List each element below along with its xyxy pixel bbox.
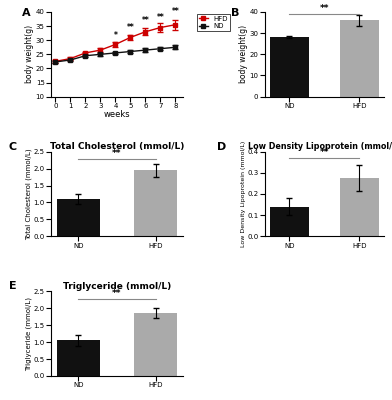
Bar [340,20,379,97]
X-axis label: weeks: weeks [103,110,130,119]
Bar [134,170,177,236]
Text: **: ** [127,23,134,32]
Bar [134,313,177,376]
Y-axis label: Total Cholesterol (mmol/L): Total Cholesterol (mmol/L) [25,148,32,240]
Text: **: ** [320,4,329,14]
Bar [270,207,309,236]
Text: **: ** [112,149,122,158]
Text: **: ** [112,289,122,298]
Bar [57,199,100,236]
Text: A: A [22,8,31,18]
Title: Triglyceride (mmol/L): Triglyceride (mmol/L) [63,282,171,290]
Text: **: ** [172,7,180,16]
Y-axis label: body weight(g): body weight(g) [25,25,34,83]
Text: **: ** [142,16,149,25]
Bar [340,178,379,236]
Y-axis label: Low Density Lipoprotein (mmol/L): Low Density Lipoprotein (mmol/L) [241,141,246,247]
Y-axis label: body weight(g): body weight(g) [239,25,248,83]
Text: E: E [9,281,16,291]
Text: **: ** [156,13,164,22]
Y-axis label: Triglyceride (mmol/L): Triglyceride (mmol/L) [25,297,32,371]
Text: D: D [217,142,226,152]
Legend: HFD, ND: HFD, ND [197,14,230,31]
Text: C: C [9,142,17,152]
Title: Total Cholesterol (mmol/L): Total Cholesterol (mmol/L) [50,142,184,151]
Bar [270,37,309,97]
Text: **: ** [320,148,329,157]
Text: *: * [114,31,118,40]
Text: B: B [231,8,240,18]
Title: Low Density Lipoprotein (mmol/L): Low Density Lipoprotein (mmol/L) [248,142,392,151]
Bar [57,340,100,376]
